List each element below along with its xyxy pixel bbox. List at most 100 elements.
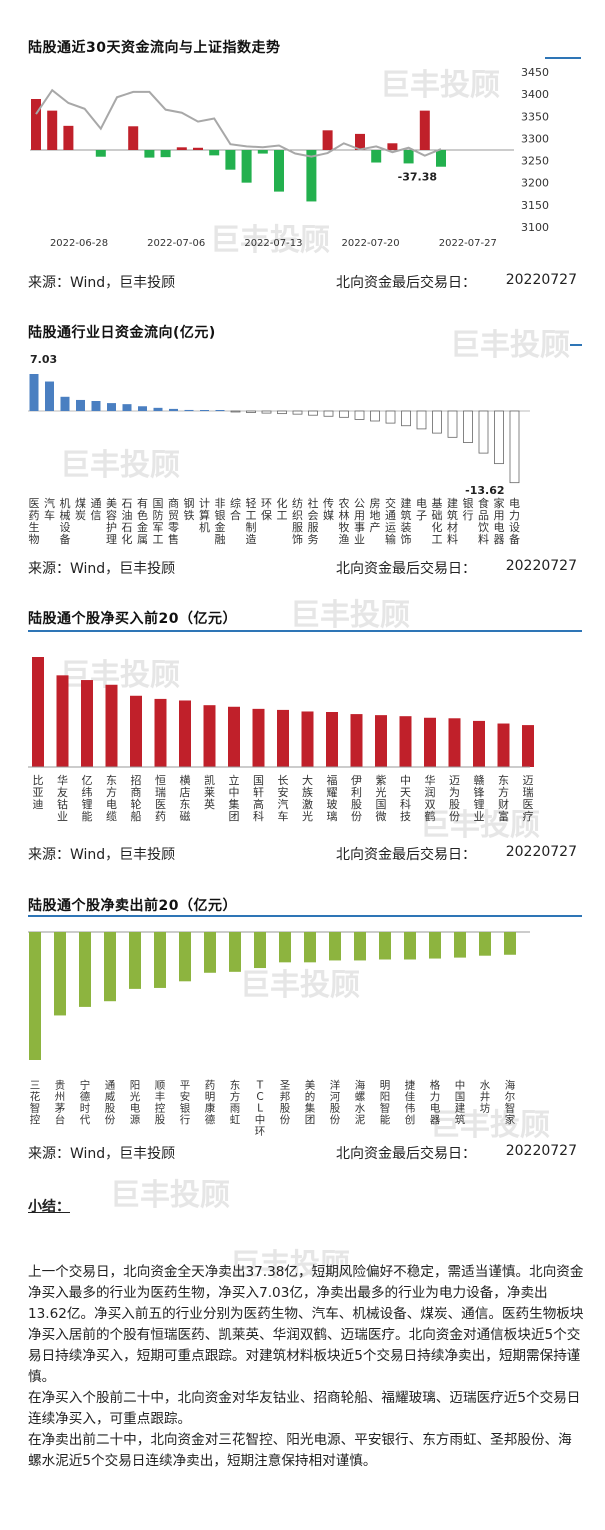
stock-label: 洋河股份 [330,1079,341,1127]
net-sell-bar [254,932,266,969]
category-label: 轻工制造 [246,496,257,546]
title-rule [570,344,582,346]
stock-label: 招商轮船 [131,773,142,823]
y-tick-label: 3450 [521,66,549,79]
stock-label: 亿纬锂能 [82,774,93,823]
last-trading-day-label: 北向资金最后交易日： [336,1146,476,1162]
net-buy-bar [179,700,191,767]
stock-label: 平安银行 [180,1080,191,1127]
y-tick-label: 3300 [521,132,549,145]
category-label: 电力设备 [509,497,520,546]
category-label: 非银金融 [215,497,226,546]
net-sell-bar [379,932,391,960]
data-label: -37.38 [398,171,437,184]
stock-label: 圣邦股份 [280,1080,291,1127]
net-sell-bar [304,932,316,963]
summary-paragraph: 在净买入个股前二十中，北向资金对华友钴业、招商轮船、福耀玻璃、迈瑞医疗近5个交易… [28,1390,581,1427]
stock-label: 三花智控 [30,1080,41,1127]
category-label: 商贸零售 [168,496,179,546]
category-label: 电子 [416,497,427,522]
summary-paragraph: 上一个交易日，北向资金全天净卖出37.38亿，短期风险偏好不稳定，需适当谨慎。北… [28,1264,584,1385]
category-label: 家用电器 [494,496,505,546]
industry-bar [432,410,442,434]
last-trading-day: 20220727 [505,1143,577,1159]
net-buy-bar [522,725,534,767]
category-label: 国防军工 [153,497,164,546]
flow-bar [31,99,41,150]
x-tick-label: 2022-06-28 [50,238,108,249]
industry-bar [385,410,396,424]
flow-bar [160,150,171,158]
net-buy-bar [326,712,338,767]
flow-bar [47,110,58,150]
industry-bar [60,396,70,411]
category-label: 通信 [91,497,102,522]
net-sell-bar [504,932,516,955]
top-sell-section: 陆股通个股净卖出前20（亿元） 三花智控 贵州茅台 宁德时代 通威股份 阳光电源 顺丰控股… [28,898,582,1162]
flow-bar [436,150,446,167]
category-label: 纺织服饰 [292,496,303,546]
net-buy-bar [424,717,436,767]
stock-label: 贵州茅台 [55,1079,66,1127]
stock-label: 顺丰控股 [155,1080,166,1127]
stock-label: 中国建筑 [455,1079,466,1127]
net-buy-bar [399,716,412,767]
net-buy-bar [81,680,93,767]
category-label: 钢铁 [184,497,195,522]
net-sell-bar [79,932,91,1007]
y-tick-label: 3150 [521,199,549,212]
y-tick-label: 3200 [521,177,549,190]
net-buy-bar [497,723,510,767]
index-line [35,88,442,158]
category-label: 汽车 [44,496,55,522]
stock-label: 东方雨虹 [230,1079,241,1127]
stock-label: 海螺水泥 [355,1079,366,1127]
industry-bar [184,409,194,411]
industry-bar [107,403,116,411]
industry-bar [509,410,520,484]
summary-title: 小结： [28,1199,70,1215]
industry-bar [45,381,54,411]
industry-chart: 医药生物汽车机械设备煤炭通信美容护理石油石化有色金属国防军工商贸零售钢铁计算机非… [28,353,530,546]
net-sell-bar [29,932,41,1060]
net-buy-bar [130,695,142,767]
industry-bar [261,410,272,414]
category-label: 煤炭 [75,497,86,522]
net-sell-bar [154,932,166,988]
x-tick-label: 2022-07-27 [439,238,497,249]
stock-label: 通威股份 [105,1080,116,1127]
stock-label: 国轩高科 [253,774,264,823]
stock-label: 阳光电源 [130,1080,141,1127]
industry-bar [463,410,473,443]
stock-label: 恒瑞医药 [155,774,166,823]
section-title: 陆股通个股净卖出前20（亿元） [28,898,237,914]
top-buy-section: 陆股通个股净买入前20（亿元） 比亚迪 华友钴业 亿纬锂能 东方电缆 招商轮船 恒瑞医药 横… [28,611,582,863]
y-tick-label: 3250 [521,155,549,168]
stock-label: 迈瑞医疗 [523,774,534,823]
net-sell-bar [179,932,191,982]
top-buy-chart: 比亚迪 华友钴业 亿纬锂能 东方电缆 招商轮船 恒瑞医药 横店东磁 凯莱英 立中集团 国轩高科 长安… [28,657,534,823]
stock-label: 伊利股份 [351,774,362,823]
category-label: 房地产 [370,497,381,534]
net-sell-bar [279,932,291,963]
industry-bar [339,410,349,418]
section-title: 陆股通行业日资金流向(亿元) [28,325,216,341]
data-label: -13.62 [465,484,504,497]
stock-label: 东方电缆 [106,774,117,823]
industry-bar [138,406,147,411]
stock-label: 明阳智能 [380,1080,391,1127]
stock-label: 凯莱英 [204,774,215,811]
category-label: 石油石化 [122,497,133,546]
stock-label: 中天科技 [400,774,411,823]
industry-bar [370,410,380,422]
industry-bar [230,410,241,413]
section-title: 陆股通近30天资金流向与上证指数走势 [28,40,281,56]
top-sell-chart: 三花智控 贵州茅台 宁德时代 通威股份 阳光电源 顺丰控股 平安银行 药明康德 东方雨虹 T C L 中… [28,931,530,1138]
net-buy-bar [32,657,44,767]
category-label: 社会服务 [308,496,319,546]
flow30-section: 陆股通近30天资金流向与上证指数走势 3450 3400 3350 3300 3250 3… [0,0,605,300]
stock-label: 赣锋锂业 [474,773,485,823]
net-buy-bar [350,714,363,767]
net-sell-bar [129,932,141,989]
net-buy-bar [56,675,69,767]
